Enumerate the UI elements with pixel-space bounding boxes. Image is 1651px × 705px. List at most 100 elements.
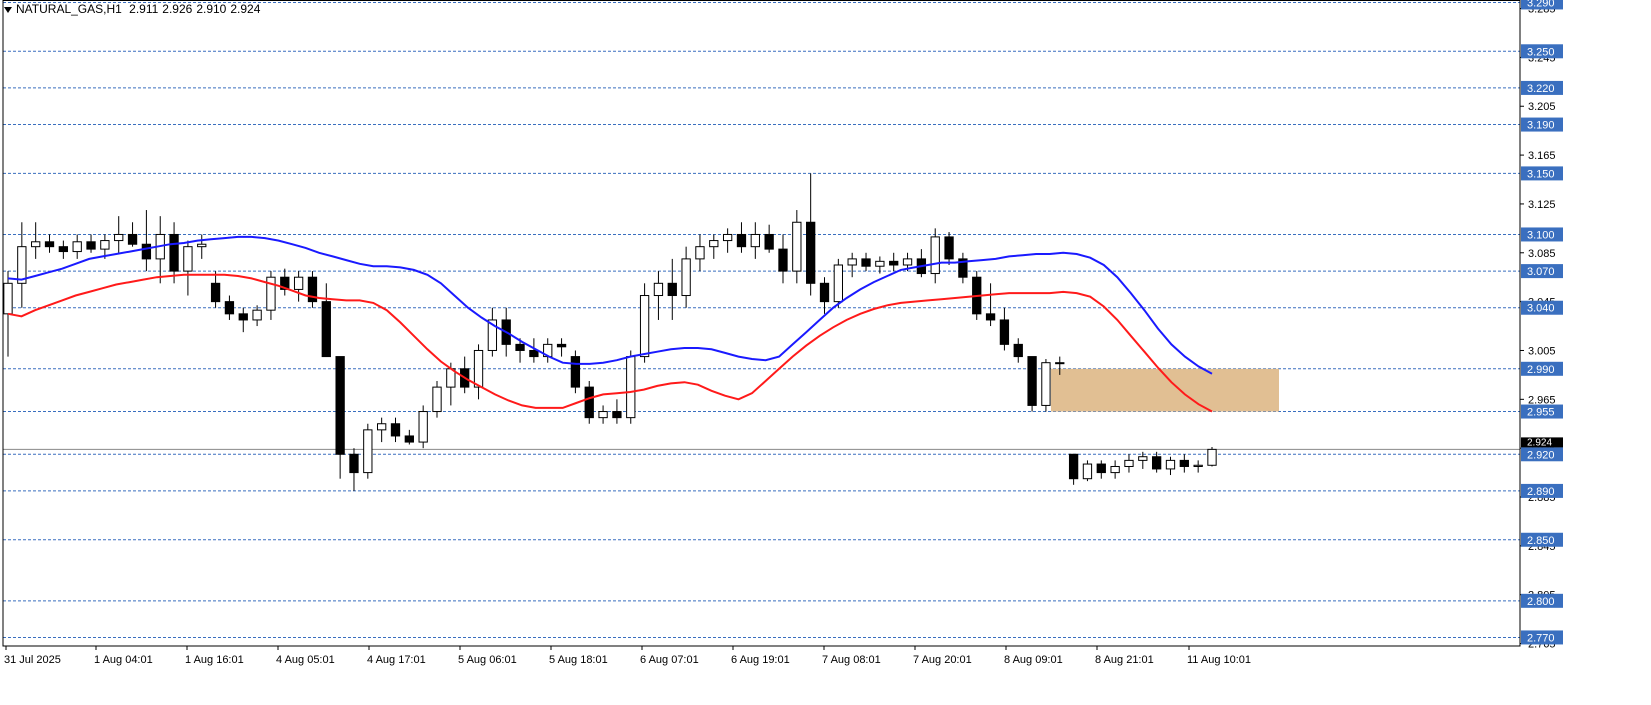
y-tick-label: 3.085: [1528, 248, 1556, 260]
candle-body: [1179, 459, 1189, 467]
candle-body: [806, 221, 816, 284]
candles: [3, 173, 1217, 491]
x-tick-label: 5 Aug 18:01: [549, 654, 608, 666]
moving-averages: [7, 235, 1213, 413]
price-level-label: 2.850: [1527, 535, 1555, 547]
candle-body: [722, 233, 733, 242]
price-level-label: 2.800: [1527, 596, 1555, 608]
chart-header: NATURAL_GAS,H1 2.911 2.926 2.910 2.924: [4, 2, 264, 16]
x-tick-label: 7 Aug 20:01: [913, 654, 972, 666]
candle-body: [1138, 456, 1148, 461]
price-level-label: 3.070: [1527, 266, 1555, 278]
x-tick-label: 4 Aug 17:01: [367, 654, 426, 666]
candle-body: [377, 423, 387, 431]
candle-body: [556, 343, 567, 348]
price-level-label: 3.220: [1527, 83, 1555, 95]
triangle-down-icon[interactable]: [4, 6, 12, 13]
candle-body: [266, 276, 276, 311]
price-level-badge: [1521, 593, 1563, 608]
candle-body: [833, 264, 843, 303]
candle-body: [667, 282, 677, 297]
candle-body: [958, 258, 968, 278]
candle-body: [612, 411, 622, 419]
candle-body: [58, 246, 69, 253]
price-level-label: 2.920: [1527, 449, 1555, 461]
price-level-badge: [1521, 0, 1563, 10]
candle-body: [1207, 448, 1217, 466]
symbol-label: NATURAL_GAS,H1: [16, 2, 122, 16]
price-level-label: 3.290: [1527, 0, 1555, 9]
candle-body: [736, 233, 747, 248]
price-level-label: 2.990: [1527, 364, 1555, 376]
candle-body: [418, 411, 428, 443]
candle-body: [847, 258, 857, 266]
candle-body: [1027, 356, 1037, 406]
open-price: 2.911: [129, 2, 159, 16]
candle-body: [169, 233, 179, 272]
candle-body: [210, 282, 221, 303]
candle-body: [432, 386, 442, 413]
candle-body: [141, 243, 152, 260]
candle-body: [778, 248, 788, 272]
candle-body: [127, 233, 138, 245]
price-level-label: 2.770: [1527, 632, 1555, 644]
candle-body: [31, 241, 41, 248]
candle-body: [224, 301, 235, 315]
x-tick-label: 8 Aug 21:01: [1095, 654, 1154, 666]
price-level-badge: [1521, 532, 1563, 547]
current-price-label: 2.924: [1527, 437, 1552, 448]
y-tick-label: 3.125: [1528, 199, 1556, 211]
candle-body: [100, 240, 110, 250]
candle-body: [1124, 459, 1134, 467]
candle-body: [792, 221, 802, 272]
price-level-label: 3.190: [1527, 120, 1555, 132]
candle-body: [598, 411, 608, 419]
plot-frame: [2, 0, 1521, 647]
candle-body: [307, 276, 318, 303]
x-tick-label: 6 Aug 19:01: [731, 654, 790, 666]
ma-slow-line: [7, 273, 1213, 413]
candle-body: [626, 356, 636, 419]
candle-body: [335, 356, 345, 455]
candle-body: [709, 240, 719, 248]
y-tick-label: 2.965: [1528, 394, 1556, 406]
x-tick-label: 31 Jul 2025: [4, 654, 61, 666]
price-level-badge: [1521, 117, 1563, 132]
ma-fast-line: [7, 235, 1213, 375]
candle-body: [1151, 456, 1162, 470]
price-level-lines: [3, 1, 1520, 638]
candle-body: [72, 241, 82, 253]
candle-body: [293, 276, 304, 290]
candle-body: [473, 349, 484, 388]
candle-body: [183, 246, 193, 272]
price-level-label: 3.040: [1527, 303, 1555, 315]
candle-body: [349, 453, 359, 474]
y-tick-label: 3.205: [1528, 101, 1556, 113]
price-level-label: 3.250: [1527, 46, 1555, 58]
candle-body: [238, 313, 248, 321]
price-level-label: 2.955: [1527, 407, 1555, 419]
candle-body: [584, 386, 594, 419]
candle-body: [114, 233, 124, 242]
candle-body: [1110, 465, 1120, 474]
x-tick-label: 11 Aug 10:01: [1187, 654, 1251, 666]
candle-body: [1096, 463, 1106, 474]
price-level-badge: [1521, 361, 1563, 376]
price-level-badge: [1521, 166, 1563, 181]
y-tick-label: 3.005: [1528, 345, 1556, 357]
x-tick-label: 6 Aug 07:01: [640, 654, 699, 666]
price-level-badge: [1521, 264, 1563, 279]
x-tick-label: 1 Aug 04:01: [94, 654, 153, 666]
candle-body: [653, 282, 664, 297]
x-tick-label: 5 Aug 06:01: [458, 654, 517, 666]
candle-body: [930, 236, 940, 275]
candle-body: [17, 246, 27, 284]
candle-body: [902, 258, 913, 266]
candle-body: [695, 246, 705, 260]
y-tick-label: 3.165: [1528, 150, 1556, 162]
time-axis: 31 Jul 2025 1 Aug 04:01 1 Aug 16:01 4 Aug 0…: [4, 646, 1251, 666]
candle-body: [487, 319, 498, 351]
x-tick-label: 4 Aug 05:01: [276, 654, 335, 666]
close-price: 2.924: [230, 2, 261, 16]
